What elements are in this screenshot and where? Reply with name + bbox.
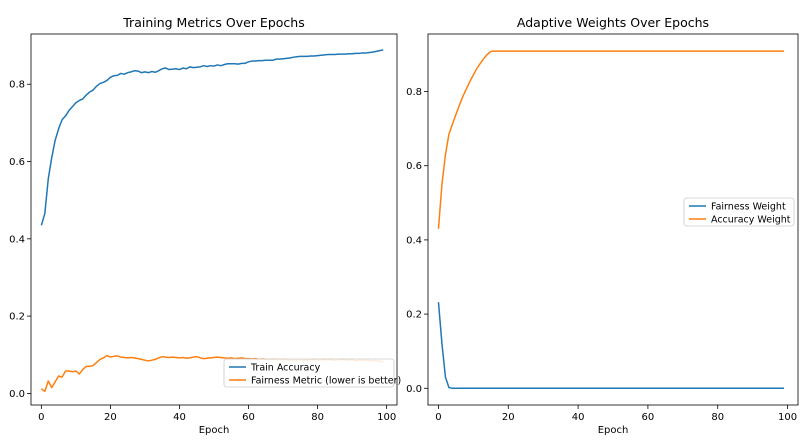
legend: Train Accuracy Fairness Metric (lower is … [223, 358, 401, 388]
series-line-blue [437, 302, 785, 390]
chart-panel-1: Training Metrics Over Epochs 0 20 40 60 80 100… [9, 15, 401, 436]
x-tick-label: 100 [377, 412, 396, 423]
x-tick-label: 80 [311, 412, 324, 423]
chart-title: Training Metrics Over Epochs [122, 15, 304, 30]
series-line-orange [437, 50, 785, 229]
legend: Fairness Weight Accuracy Weight [683, 197, 795, 227]
y-tick-label: 0.0 [9, 389, 25, 400]
y-tick-label: 0.4 [9, 234, 25, 245]
x-tick-label: 40 [572, 412, 585, 423]
legend-label: Accuracy Weight [711, 215, 791, 226]
legend-label: Fairness Weight [711, 202, 786, 213]
legend-label: Fairness Metric (lower is better) [251, 376, 401, 387]
y-tick-label: 0.6 [406, 161, 422, 172]
chart-panel-2: Adaptive Weights Over Epochs 0 20 40 60 80 100… [406, 15, 799, 436]
x-axis-label: Epoch [598, 425, 629, 436]
x-tick-label: 0 [435, 412, 441, 423]
y-tick-label: 0.2 [9, 312, 25, 323]
x-tick-label: 80 [711, 412, 724, 423]
x-tick-label: 0 [38, 412, 44, 423]
series-line-blue [40, 49, 384, 226]
x-tick-label: 40 [173, 412, 186, 423]
chart-title: Adaptive Weights Over Epochs [517, 15, 709, 30]
legend-box [683, 197, 795, 227]
y-tick-label: 0.2 [406, 310, 422, 321]
legend-box [223, 358, 395, 388]
x-tick-label: 100 [778, 412, 797, 423]
y-tick-label: 0.8 [9, 80, 25, 91]
plot-frame [30, 33, 398, 406]
x-tick-label: 60 [642, 412, 655, 423]
x-tick-label: 60 [242, 412, 255, 423]
x-tick-label: 20 [104, 412, 117, 423]
legend-label: Train Accuracy [250, 363, 321, 374]
y-tick-label: 0.4 [406, 235, 422, 246]
x-axis-label: Epoch [199, 425, 230, 436]
y-tick-label: 0.0 [406, 384, 422, 395]
y-tick-label: 0.6 [9, 157, 25, 168]
x-tick-label: 20 [502, 412, 515, 423]
y-tick-label: 0.8 [406, 87, 422, 98]
plot-frame [427, 33, 799, 406]
